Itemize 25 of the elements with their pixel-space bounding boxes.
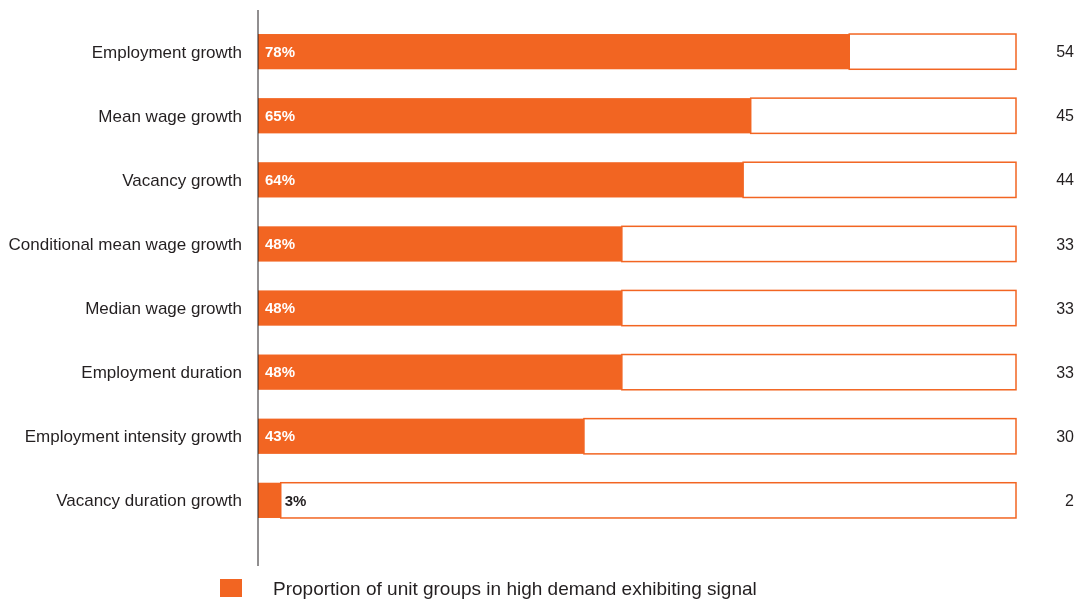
y-tick-label: Mean wage growth <box>98 106 242 126</box>
data-label: 78% <box>265 42 296 60</box>
text: 54 <box>1056 43 1075 61</box>
data-label: 43% <box>265 427 296 445</box>
y-tick-label: Vacancy growth <box>122 170 242 190</box>
text: 44 <box>1056 171 1075 189</box>
data-label: 48% <box>265 299 296 317</box>
data-label: 48% <box>265 363 296 381</box>
data-label: 65% <box>265 107 296 124</box>
text: 33 <box>1056 299 1075 317</box>
text: 45 <box>1056 107 1075 125</box>
text: 33 <box>1056 235 1075 253</box>
text: 30 <box>1056 427 1075 445</box>
y-tick-label: Employment duration <box>81 363 242 383</box>
y-tick-label: Conditional mean wage growth <box>8 234 242 254</box>
text: 33 <box>1056 363 1075 381</box>
data-label: 3% <box>284 491 307 509</box>
y-tick-label: Median wage growth <box>85 299 242 318</box>
text: 2 <box>1065 491 1075 509</box>
data-label: 64% <box>265 171 296 189</box>
legend-label: Proportion of unit groups in high demand exhibiting signal <box>273 577 757 599</box>
y-tick-label: Employment growth <box>91 42 242 62</box>
data-label: 48% <box>265 235 296 253</box>
y-tick-label: Vacancy duration growth <box>56 491 242 511</box>
y-tick-label: Employment intensity growth <box>24 427 242 447</box>
